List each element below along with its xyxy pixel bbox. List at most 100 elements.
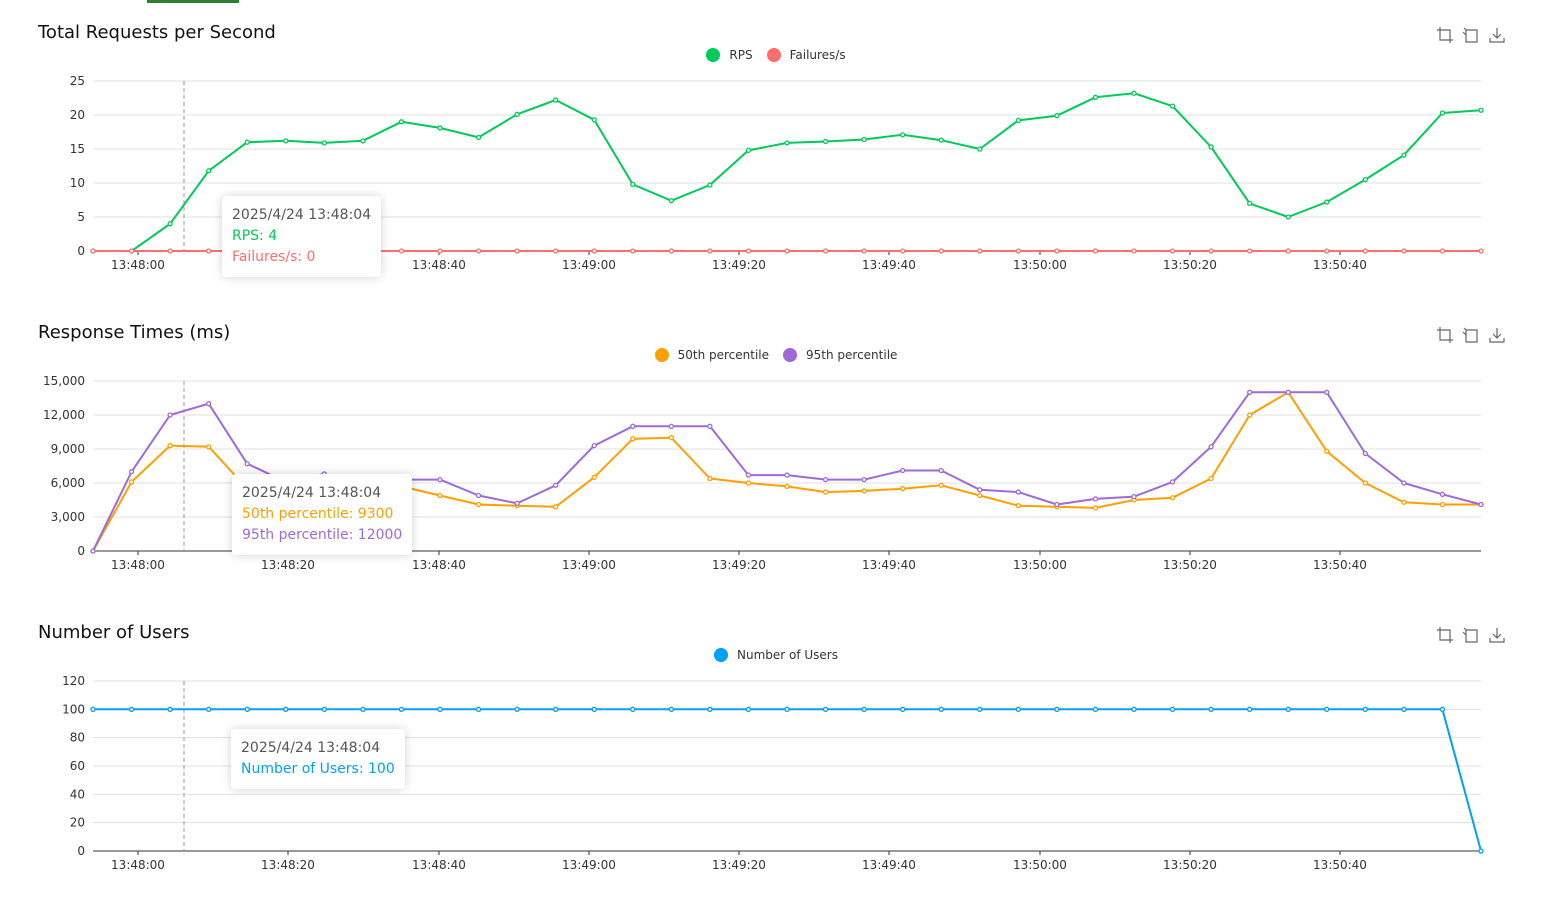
- data-point[interactable]: [1401, 499, 1407, 505]
- data-point[interactable]: [630, 248, 636, 254]
- data-point[interactable]: [514, 706, 520, 712]
- data-point[interactable]: [822, 706, 829, 712]
- zoom-icon[interactable]: [1436, 626, 1454, 644]
- data-point[interactable]: [1092, 94, 1099, 100]
- data-point[interactable]: [784, 472, 790, 478]
- data-point[interactable]: [1208, 706, 1214, 712]
- data-point[interactable]: [668, 706, 674, 712]
- data-point[interactable]: [1015, 117, 1021, 124]
- download-icon[interactable]: [1488, 326, 1506, 344]
- data-point[interactable]: [591, 706, 597, 712]
- data-point[interactable]: [1247, 389, 1253, 395]
- data-point[interactable]: [437, 248, 443, 254]
- data-point[interactable]: [630, 436, 636, 442]
- data-point[interactable]: [900, 486, 906, 492]
- download-icon[interactable]: [1488, 626, 1506, 644]
- data-point[interactable]: [707, 706, 713, 712]
- data-point[interactable]: [861, 706, 867, 712]
- data-point[interactable]: [745, 472, 752, 478]
- data-point[interactable]: [784, 248, 790, 254]
- data-point[interactable]: [1324, 199, 1330, 205]
- data-point[interactable]: [1015, 503, 1021, 509]
- data-point[interactable]: [1324, 389, 1330, 395]
- data-point[interactable]: [668, 423, 674, 429]
- data-point[interactable]: [1362, 706, 1368, 712]
- data-point[interactable]: [900, 706, 906, 712]
- data-point[interactable]: [707, 475, 713, 482]
- data-point[interactable]: [1439, 110, 1446, 116]
- data-point[interactable]: [1169, 495, 1176, 501]
- data-point[interactable]: [360, 138, 366, 144]
- data-point[interactable]: [977, 706, 983, 712]
- data-point[interactable]: [1362, 480, 1368, 486]
- data-point[interactable]: [206, 168, 212, 174]
- data-point[interactable]: [1092, 706, 1099, 712]
- data-point[interactable]: [475, 248, 482, 254]
- data-point[interactable]: [244, 461, 250, 467]
- data-point[interactable]: [437, 706, 443, 712]
- data-point[interactable]: [707, 182, 713, 188]
- data-point[interactable]: [784, 706, 790, 712]
- data-point[interactable]: [822, 248, 829, 254]
- data-point[interactable]: [321, 140, 327, 146]
- data-point[interactable]: [167, 706, 173, 712]
- data-point[interactable]: [1324, 706, 1330, 712]
- data-point[interactable]: [1054, 248, 1060, 254]
- data-point[interactable]: [475, 492, 482, 499]
- data-point[interactable]: [128, 479, 135, 485]
- data-point[interactable]: [1247, 706, 1253, 712]
- data-point[interactable]: [822, 489, 829, 495]
- data-point[interactable]: [553, 248, 559, 254]
- legend-item[interactable]: 50th percentile: [654, 348, 769, 362]
- data-point[interactable]: [938, 482, 944, 488]
- data-point[interactable]: [437, 476, 443, 483]
- data-point[interactable]: [475, 501, 482, 508]
- data-point[interactable]: [1362, 176, 1368, 183]
- data-point[interactable]: [1362, 450, 1368, 457]
- data-point[interactable]: [1439, 248, 1446, 254]
- restore-icon[interactable]: [1462, 26, 1480, 44]
- data-point[interactable]: [1169, 248, 1176, 254]
- data-point[interactable]: [514, 111, 520, 117]
- data-point[interactable]: [938, 706, 944, 712]
- data-point[interactable]: [1208, 444, 1214, 450]
- data-point[interactable]: [514, 500, 520, 507]
- data-point[interactable]: [1247, 248, 1253, 254]
- data-point[interactable]: [167, 412, 173, 418]
- data-point[interactable]: [900, 248, 906, 254]
- data-point[interactable]: [167, 248, 173, 254]
- data-point[interactable]: [90, 248, 96, 254]
- data-point[interactable]: [1478, 848, 1484, 854]
- data-point[interactable]: [1054, 706, 1060, 712]
- data-point[interactable]: [591, 442, 597, 449]
- data-point[interactable]: [591, 248, 597, 254]
- data-point[interactable]: [1478, 107, 1484, 113]
- data-point[interactable]: [437, 492, 443, 499]
- restore-icon[interactable]: [1462, 626, 1480, 644]
- data-point[interactable]: [938, 467, 944, 474]
- data-point[interactable]: [1439, 706, 1446, 712]
- data-point[interactable]: [707, 248, 713, 254]
- data-point[interactable]: [822, 476, 829, 483]
- data-point[interactable]: [1054, 113, 1060, 119]
- data-point[interactable]: [784, 140, 790, 146]
- restore-icon[interactable]: [1462, 326, 1480, 344]
- data-point[interactable]: [1092, 248, 1099, 254]
- data-point[interactable]: [1247, 200, 1253, 207]
- data-point[interactable]: [1131, 248, 1137, 254]
- data-point[interactable]: [398, 706, 405, 712]
- data-point[interactable]: [1169, 103, 1176, 109]
- data-point[interactable]: [1285, 214, 1291, 220]
- data-point[interactable]: [283, 706, 289, 712]
- data-point[interactable]: [784, 483, 790, 490]
- data-point[interactable]: [283, 138, 289, 144]
- data-point[interactable]: [1131, 706, 1137, 712]
- data-point[interactable]: [553, 504, 559, 510]
- data-point[interactable]: [1401, 480, 1407, 486]
- data-point[interactable]: [591, 117, 597, 123]
- data-point[interactable]: [745, 706, 752, 712]
- data-point[interactable]: [1401, 152, 1407, 158]
- data-point[interactable]: [360, 706, 366, 712]
- data-point[interactable]: [822, 138, 829, 145]
- data-point[interactable]: [1208, 248, 1214, 254]
